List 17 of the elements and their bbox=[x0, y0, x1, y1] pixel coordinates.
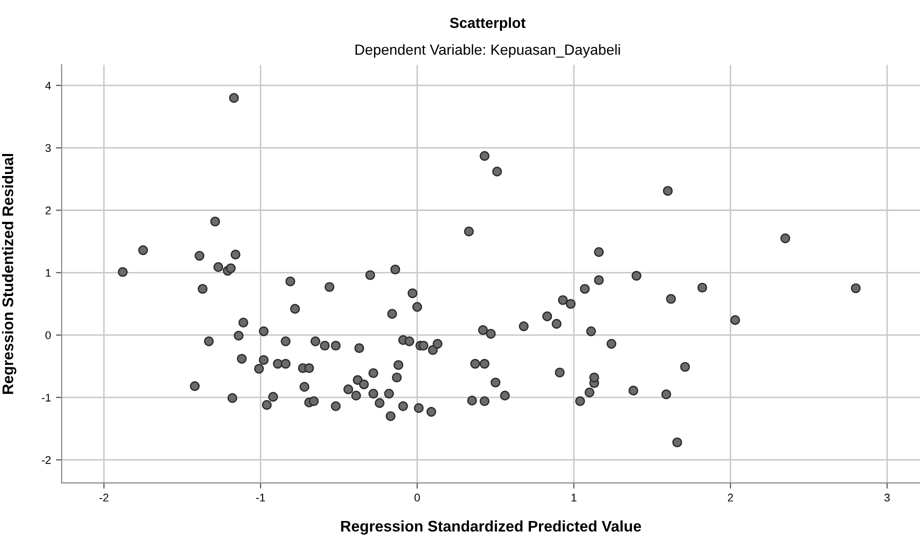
x-tick-label: 3 bbox=[884, 494, 890, 502]
y-tick-label: 2 bbox=[46, 206, 51, 214]
x-tick-label: -2 bbox=[99, 494, 108, 502]
chart-title: Scatterplot bbox=[450, 17, 526, 31]
x-tick-label: 0 bbox=[414, 494, 420, 502]
y-tick-label: 1 bbox=[46, 269, 51, 277]
y-tick-label: 3 bbox=[45, 144, 51, 152]
y-tick-label: -2 bbox=[42, 456, 51, 464]
y-axis-title: Regression Studentized Residual bbox=[2, 154, 16, 394]
y-tick-label: 0 bbox=[45, 331, 51, 340]
x-tick-label: -1 bbox=[256, 494, 265, 502]
y-tick-label: 4 bbox=[45, 82, 51, 90]
chart-subtitle: Dependent Variable: Kepuasan_Dayabeli bbox=[356, 44, 620, 58]
x-axis-title: Regression Standardized Predicted Value bbox=[341, 520, 642, 535]
x-tick-label: 2 bbox=[728, 494, 734, 502]
y-tick-label: -1 bbox=[42, 394, 51, 402]
x-tick-label: 1 bbox=[572, 494, 576, 502]
